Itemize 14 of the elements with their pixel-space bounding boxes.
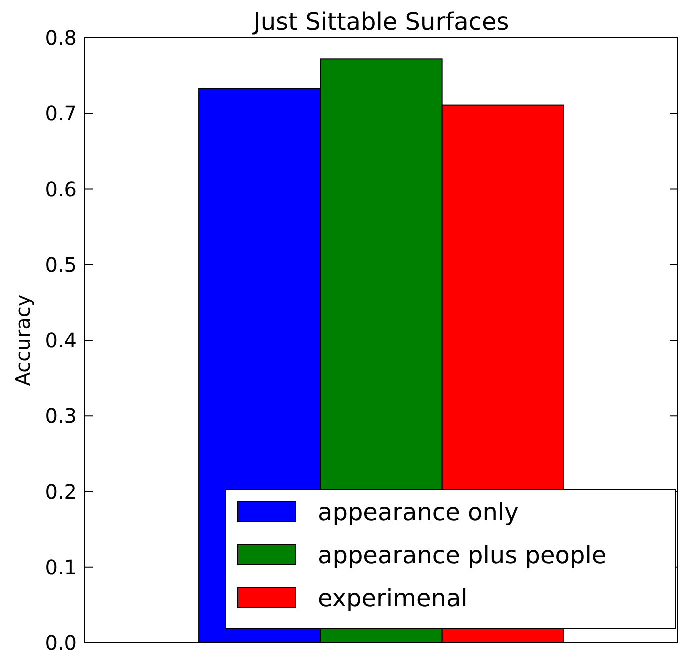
legend-label: appearance plus people xyxy=(318,541,607,570)
y-tick-label: 0.2 xyxy=(45,480,77,504)
y-tick-label: 0.3 xyxy=(45,404,77,428)
y-tick-label: 0.1 xyxy=(45,555,77,580)
y-axis-title: Accuracy xyxy=(11,294,35,386)
y-tick-label: 0.8 xyxy=(45,26,77,50)
legend-label: experimenal xyxy=(318,584,468,612)
chart-title: Just Sittable Surfaces xyxy=(252,8,510,36)
y-tick-label: 0.4 xyxy=(45,328,77,352)
y-tick-label: 0.6 xyxy=(45,177,77,202)
y-tick-label: 0.0 xyxy=(45,631,77,650)
y-tick-label: 0.5 xyxy=(45,252,77,277)
y-tick-label: 0.7 xyxy=(45,102,77,126)
legend-label: appearance only xyxy=(318,498,519,526)
